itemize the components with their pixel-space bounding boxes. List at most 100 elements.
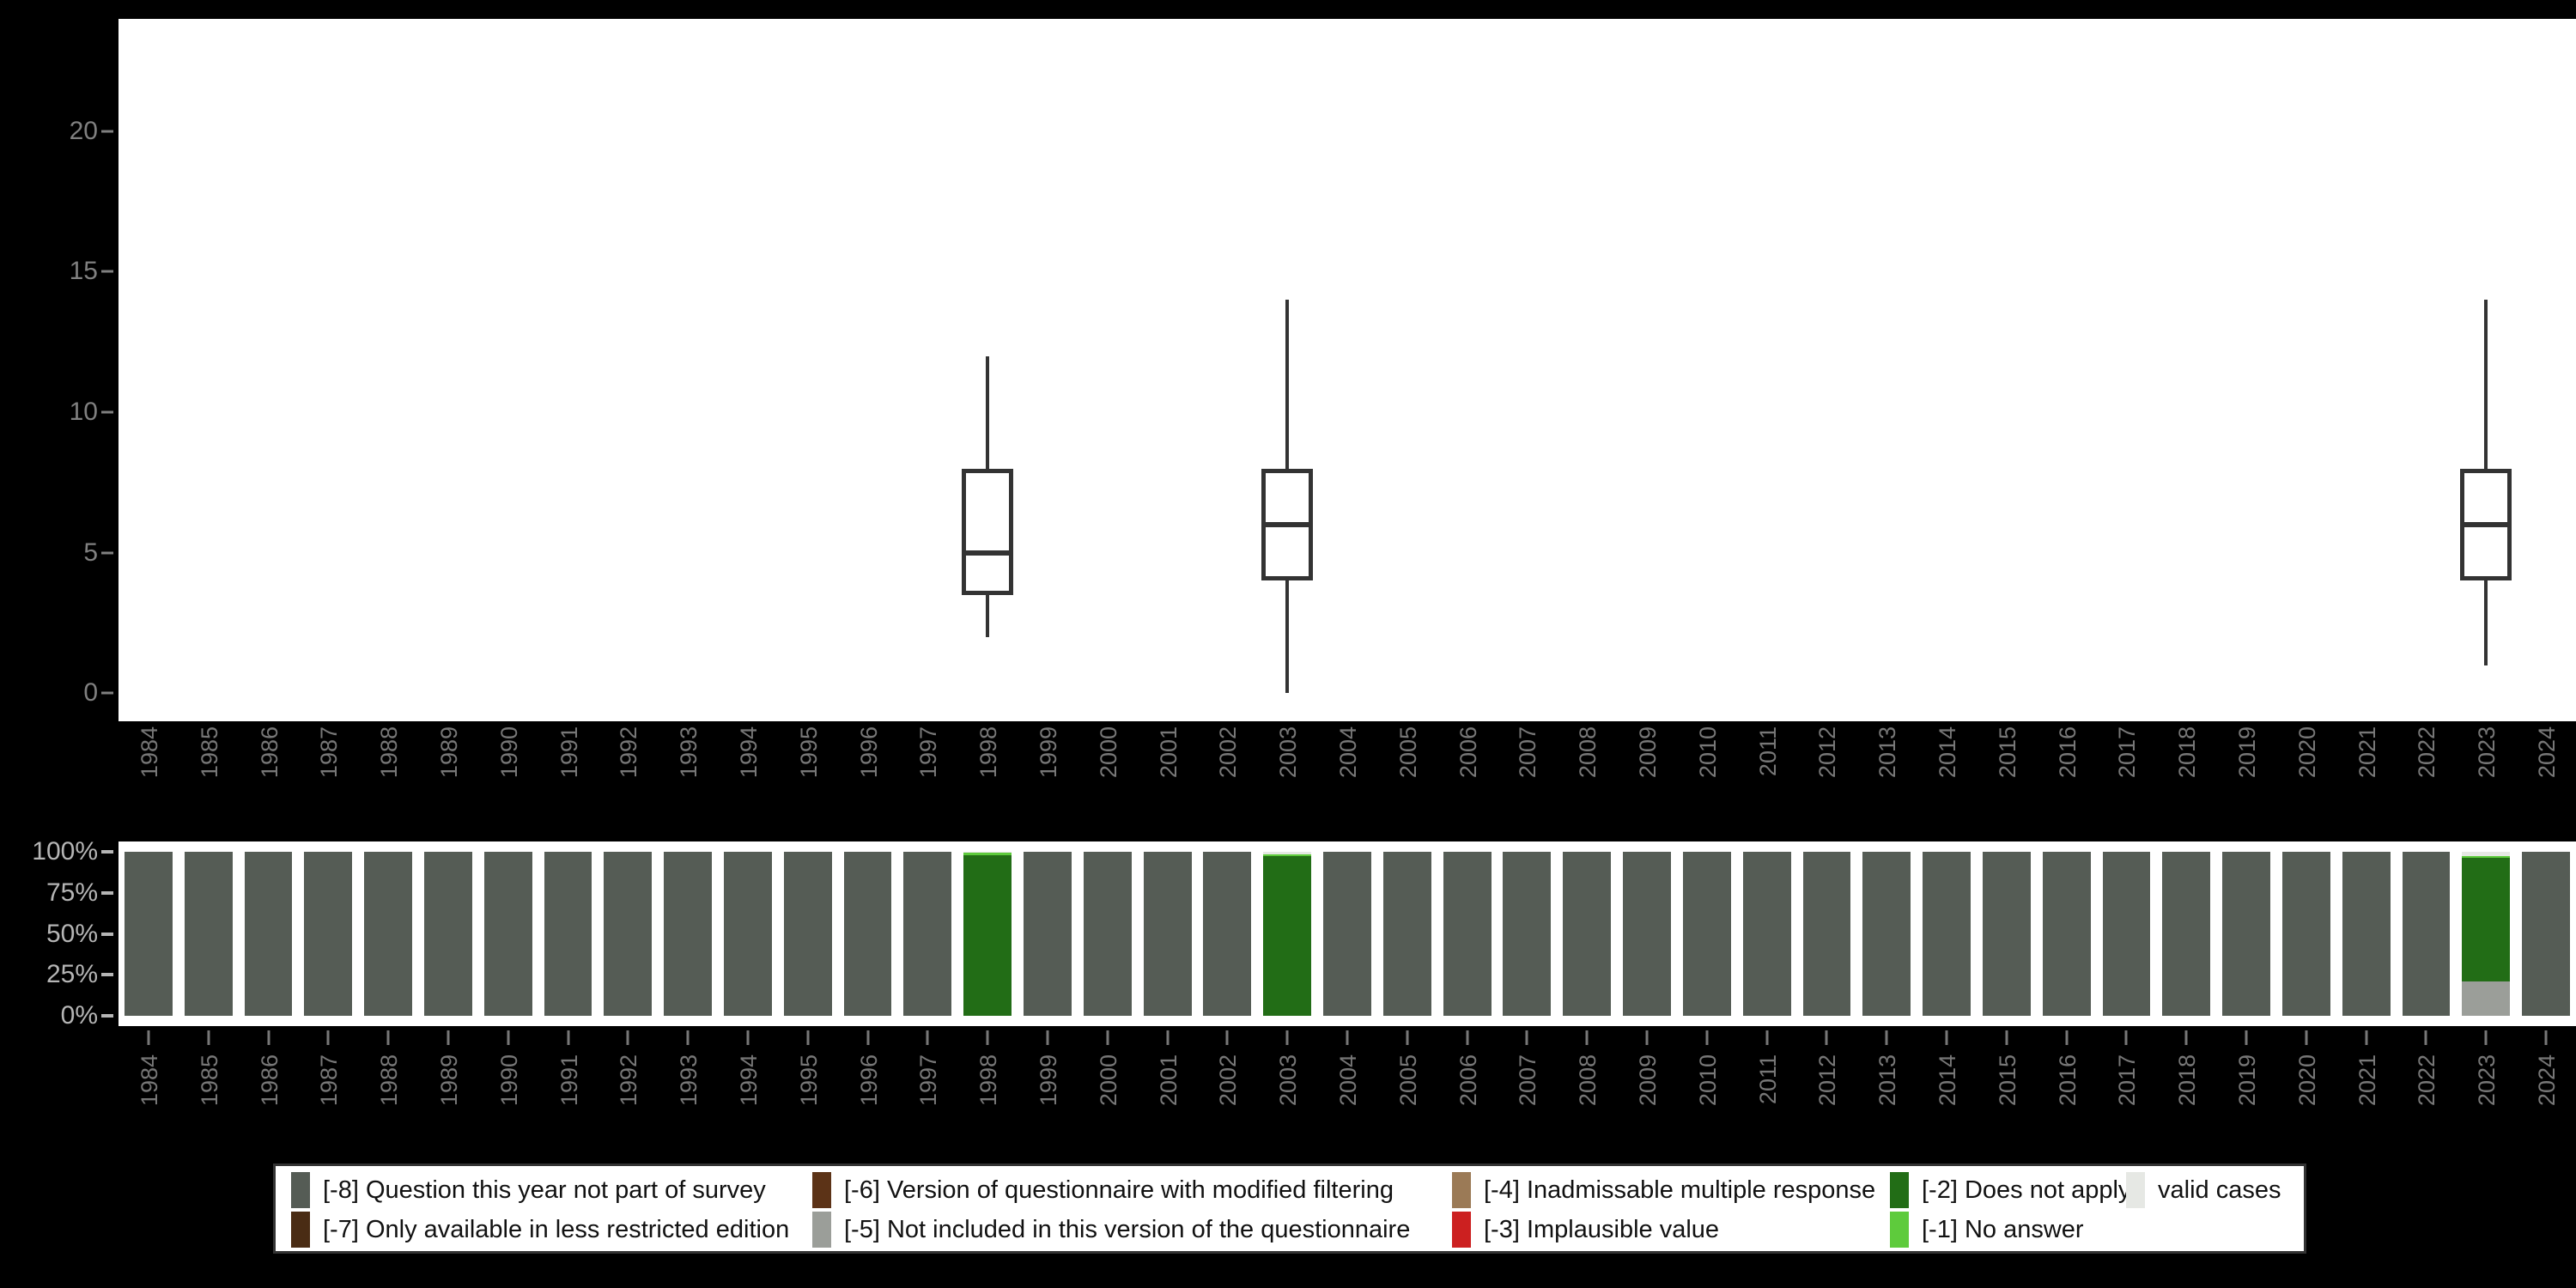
- stacked-bar-panel: 0% 25% 50% 75% 100%: [0, 837, 2576, 1030]
- stacked-bar: [1682, 852, 1731, 1016]
- bar-x-axis-tick-label: 1990: [495, 1054, 522, 1107]
- x-axis-tick-label: 2017: [2114, 726, 2141, 779]
- legend-label: [-8] Question this year not part of surv…: [323, 1176, 766, 1204]
- y-axis-tick-label: 15: [69, 257, 98, 286]
- bar-x-axis-tick-mark: [746, 1030, 750, 1045]
- bar-y-axis-tick-mark: [101, 973, 113, 977]
- legend-item-minus8[interactable]: [-8] Question this year not part of surv…: [291, 1171, 766, 1209]
- x-axis-tick-label: 1990: [495, 726, 522, 779]
- bar-x-axis-tick-label: 2023: [2474, 1054, 2500, 1107]
- bar-x-axis-tick-mark: [1466, 1030, 1469, 1045]
- x-axis-tick-label: 2006: [1455, 726, 1481, 779]
- stacked-bar-segment-minus8: [1443, 852, 1492, 1016]
- stacked-bar: [1382, 852, 1431, 1016]
- stacked-bar: [664, 852, 713, 1016]
- boxplot-x-axis-labels: 1984 1985 1986 1987 1988 1989 1990 1991 1992 1993…: [118, 726, 2576, 829]
- legend-item-valid[interactable]: valid cases: [2126, 1171, 2281, 1209]
- bar-x-axis-tick-mark: [1046, 1030, 1049, 1045]
- legend-swatch-minus2: [1890, 1172, 1909, 1208]
- stacked-bar-segment-minus8: [1024, 852, 1072, 1016]
- stacked-bar-segment-minus8: [664, 852, 713, 1016]
- x-axis-tick-label: 2015: [1994, 726, 2020, 779]
- boxplot-lower-whisker: [2484, 580, 2488, 665]
- stacked-bar-segment-minus8: [2281, 852, 2330, 1016]
- bar-x-axis-tick-label: 2001: [1155, 1054, 1182, 1107]
- legend-item-minus2[interactable]: [-2] Does not apply: [1890, 1171, 2130, 1209]
- y-axis-tick-mark: [101, 130, 113, 133]
- stacked-bar-segment-minus8: [244, 852, 293, 1016]
- x-axis-tick-label: 1997: [915, 726, 942, 779]
- x-axis-tick-label: 2001: [1155, 726, 1182, 779]
- legend-swatch-minus8: [291, 1172, 310, 1208]
- boxplot-panel: 0 5 10 15 20 1984 1985 1986 1987 1988 1989 1990 199…: [69, 19, 2576, 778]
- y-axis-tick-mark: [101, 270, 113, 273]
- bar-y-axis-tick-mark: [101, 850, 113, 854]
- bar-x-axis-tick-label: 2017: [2114, 1054, 2141, 1107]
- legend-row-bottom: [-7] Only available in less restricted e…: [276, 1211, 2304, 1249]
- legend-label: [-3] Implausible value: [1484, 1215, 1720, 1243]
- legend-swatch-minus1: [1890, 1212, 1909, 1248]
- stacked-bar-segment-minus1: [2462, 855, 2511, 858]
- boxplot-upper-whisker: [986, 355, 990, 469]
- stacked-bar-segment-minus8: [783, 852, 832, 1016]
- bar-x-axis-tick-label: 2002: [1215, 1054, 1242, 1107]
- bar-x-axis-tick-label: 2006: [1455, 1054, 1481, 1107]
- stacked-bar: [1503, 852, 1552, 1016]
- x-axis-tick-label: 2019: [2234, 726, 2261, 779]
- bar-x-axis-tick-label: 1986: [256, 1054, 283, 1107]
- stacked-bar-segment-minus8: [1323, 852, 1371, 1016]
- stacked-bar: [483, 852, 532, 1016]
- boxplot-lower-whisker: [1285, 580, 1290, 694]
- bar-y-axis-tick-mark: [101, 1014, 113, 1018]
- bar-x-axis-tick-label: 2024: [2534, 1054, 2561, 1107]
- y-axis-tick-label: 5: [83, 538, 98, 567]
- legend-swatch-minus5: [812, 1212, 831, 1248]
- x-axis-tick-label: 2020: [2293, 726, 2320, 779]
- stacked-bar: [424, 852, 472, 1016]
- bar-x-axis-tick-label: 2008: [1575, 1054, 1601, 1107]
- stacked-bar-segment-valid: [963, 852, 1012, 853]
- legend-item-minus1[interactable]: [-1] No answer: [1890, 1211, 2084, 1249]
- x-axis-tick-label: 2007: [1515, 726, 1541, 779]
- x-axis-tick-label: 2023: [2474, 726, 2500, 779]
- bar-x-axis-tick-label: 2018: [2174, 1054, 2201, 1107]
- bar-x-axis-tick-mark: [626, 1030, 629, 1045]
- legend-label: [-6] Version of questionnaire with modif…: [844, 1176, 1394, 1204]
- stacked-bar: [1143, 852, 1192, 1016]
- stacked-bar: [2102, 852, 2151, 1016]
- bar-x-axis-tick-mark: [1106, 1030, 1109, 1045]
- stacked-bar-y-axis: 0% 25% 50% 75% 100%: [0, 837, 118, 1030]
- bar-x-axis-tick-mark: [2544, 1030, 2548, 1045]
- legend-label: [-2] Does not apply: [1922, 1176, 2131, 1204]
- x-axis-tick-label: 1999: [1035, 726, 1061, 779]
- stacked-bar: [2042, 852, 2091, 1016]
- bar-x-axis-tick-mark: [1885, 1030, 1888, 1045]
- x-axis-tick-label: 2005: [1394, 726, 1421, 779]
- legend-item-minus7[interactable]: [-7] Only available in less restricted e…: [291, 1211, 789, 1249]
- boxplot-plot-area: [118, 19, 2576, 721]
- stacked-bar: [1623, 852, 1671, 1016]
- legend-item-minus6[interactable]: [-6] Version of questionnaire with modif…: [812, 1171, 1394, 1209]
- bar-x-axis-tick-mark: [1225, 1030, 1229, 1045]
- bar-x-axis-tick-mark: [2484, 1030, 2488, 1045]
- bar-x-axis-tick-mark: [806, 1030, 810, 1045]
- stacked-bar-segment-minus8: [843, 852, 892, 1016]
- legend-item-minus5[interactable]: [-5] Not included in this version of the…: [812, 1211, 1410, 1249]
- stacked-bar-segment-minus8: [1503, 852, 1552, 1016]
- bar-x-axis-tick-mark: [2245, 1030, 2248, 1045]
- stacked-bar: [184, 852, 233, 1016]
- stacked-bar-x-axis-labels: 1984 1985 1986 1987 1988 1989 1990 1991 1992 1993…: [118, 1030, 2576, 1133]
- bar-x-axis-tick-label: 2009: [1635, 1054, 1662, 1107]
- y-axis-tick-mark: [101, 410, 113, 414]
- stacked-bar: [1563, 852, 1612, 1016]
- x-axis-tick-label: 2016: [2054, 726, 2081, 779]
- x-axis-tick-label: 1987: [316, 726, 343, 779]
- stacked-bar-segment-minus8: [1742, 852, 1791, 1016]
- bar-x-axis-tick-mark: [866, 1030, 870, 1045]
- legend-item-minus3[interactable]: [-3] Implausible value: [1452, 1211, 1719, 1249]
- legend-item-minus4[interactable]: [-4] Inadmissable multiple response: [1452, 1171, 1875, 1209]
- bar-x-axis-tick-mark: [447, 1030, 450, 1045]
- boxplot-box: [957, 19, 1018, 721]
- x-axis-tick-label: 2009: [1635, 726, 1662, 779]
- stacked-bar: [843, 852, 892, 1016]
